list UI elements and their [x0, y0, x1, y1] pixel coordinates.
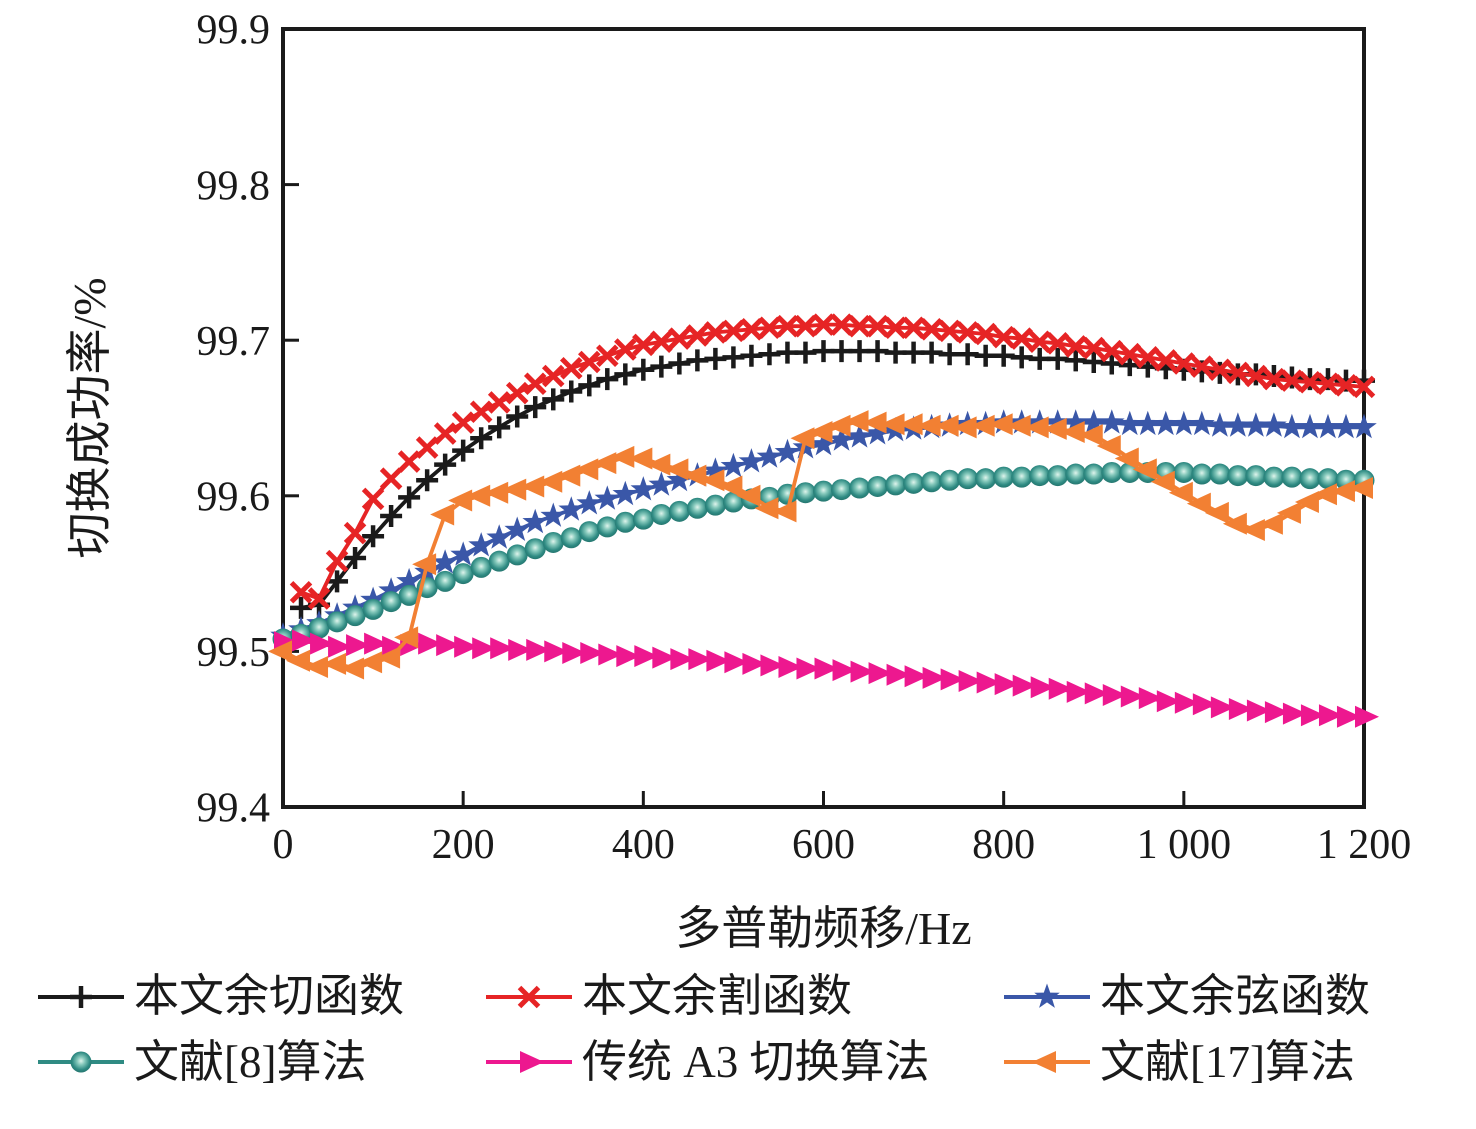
plot-area: 0 200 400 600 800 1 000 1 200 99.4 99.5 99.6 99.7 9…: [64, 8, 1412, 954]
x-tick-label: 200: [432, 822, 495, 868]
legend-label: 传统 A3 切换算法: [582, 1036, 930, 1087]
legend-label: 文献[17]算法: [1100, 1036, 1355, 1087]
legend-item-cosine: 本文余弦函数: [1002, 971, 1371, 1022]
x-marker-icon: [486, 985, 572, 1009]
y-tick-label: 99.9: [197, 8, 271, 54]
x-tick-label: 1 000: [1137, 822, 1232, 868]
star-marker-icon: [1004, 983, 1090, 1008]
legend-label: 本文余弦函数: [1100, 971, 1371, 1021]
x-axis-title: 多普勒频移/Hz: [675, 903, 971, 954]
circle-marker-icon: [38, 1051, 124, 1073]
triangle-right-marker-icon: [486, 1051, 572, 1074]
series-3: [272, 461, 1375, 650]
y-tick-label: 99.7: [197, 319, 271, 365]
y-axis-title: 切换成功率/%: [64, 277, 115, 558]
legend-item-ref8: 文献[8]算法: [36, 1036, 484, 1088]
legend-item-cosecant: 本文余割函数: [484, 971, 1002, 1022]
series-5: [268, 410, 1373, 680]
x-tick-label: 800: [972, 822, 1035, 868]
x-tick-label: 400: [612, 822, 675, 868]
series-1: [289, 313, 1376, 610]
x-tick-label: 1 200: [1317, 822, 1412, 868]
x-tick-label: 600: [792, 822, 855, 868]
axis-ticks: 0 200 400 600 800 1 000 1 200 99.4 99.5 99.6 99.7 9…: [197, 8, 1412, 868]
legend: 本文余切函数 本文余割函数 本文余弦函数 文献[8]算法 传统 A3 切换算法 …: [36, 971, 1371, 1088]
legend-label: 本文余割函数: [582, 971, 853, 1021]
legend-item-ref17: 文献[17]算法: [1002, 1036, 1370, 1088]
triangle-left-marker-icon: [1004, 1051, 1090, 1074]
y-tick-label: 99.6: [197, 475, 271, 521]
y-tick-label: 99.4: [197, 786, 271, 832]
y-tick-label: 99.8: [197, 163, 271, 209]
legend-label: 文献[8]算法: [134, 1036, 367, 1087]
legend-label: 本文余切函数: [134, 971, 405, 1021]
series-4: [274, 629, 1379, 728]
x-tick-label: 0: [273, 822, 294, 868]
series-2: [270, 409, 1377, 647]
legend-item-cotangent: 本文余切函数: [36, 971, 484, 1022]
legend-item-a3: 传统 A3 切换算法: [484, 1036, 1002, 1088]
y-tick-label: 99.5: [197, 630, 271, 676]
plus-marker-icon: [38, 985, 124, 1008]
series-0: [290, 340, 1375, 619]
